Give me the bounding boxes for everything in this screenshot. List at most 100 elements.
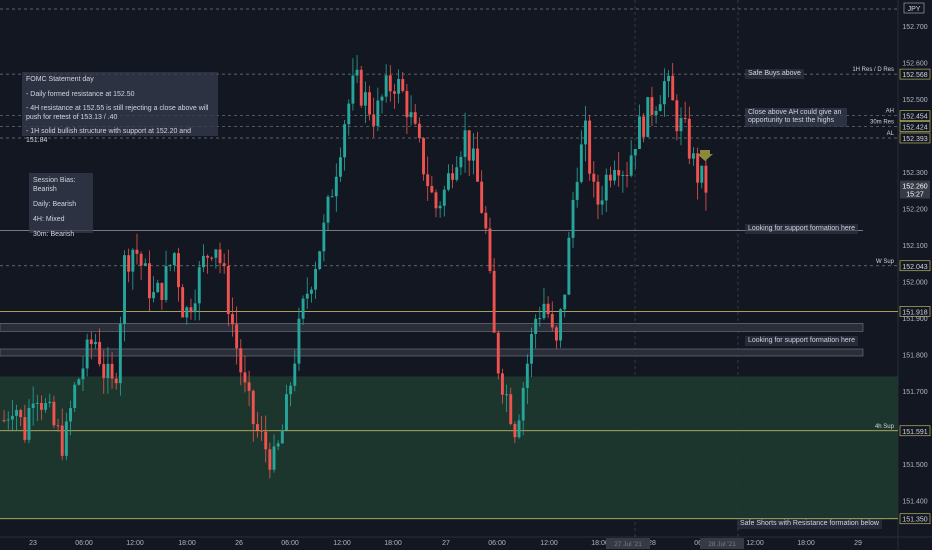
x-tick-9: 06:00 [488, 540, 506, 547]
price-label-7: 151.350 [902, 517, 927, 524]
candle-body-34 [143, 263, 147, 266]
candle-body-52 [218, 249, 222, 264]
candle-body-66 [276, 443, 280, 447]
candle-body-77 [322, 222, 326, 252]
y-tick-5: 152.100 [902, 243, 927, 250]
price-label-box-3 [899, 132, 931, 144]
candle-body-102 [426, 174, 430, 187]
candle-body-0 [2, 420, 6, 422]
candle-body-20 [85, 339, 89, 369]
safe-buys-label: Safe Buys above [745, 69, 804, 79]
price-label-box-6 [899, 425, 931, 437]
candle-body-112 [467, 130, 471, 161]
candle-body-42 [177, 253, 180, 288]
fomc-line-1: - Daily formed resistance at 152.50 [26, 91, 135, 98]
candle-body-80 [334, 176, 338, 197]
level-side-label-3: AL [887, 131, 895, 137]
price-label-1: 152.454 [902, 114, 927, 121]
price-label-5: 151.918 [902, 309, 927, 316]
candle-body-155 [646, 97, 650, 137]
candle-body-70 [293, 363, 297, 386]
candle-body-131 [546, 303, 550, 315]
x-tick-8: 27 [442, 540, 450, 547]
candle-body-116 [484, 212, 488, 229]
candle-body-28 [118, 323, 122, 384]
candle-body-6 [27, 407, 31, 440]
candle-body-10 [44, 403, 48, 410]
candle-body-101 [422, 138, 425, 175]
cursor-date-1: 28 Jul '21 [708, 541, 736, 548]
candle-body-150 [625, 175, 629, 177]
fomc-line-2: - 4H resistance at 152.55 is still rejec… [26, 105, 211, 121]
candle-body-148 [617, 170, 621, 176]
x-tick-12: 28 [648, 540, 656, 547]
candle-body-110 [459, 156, 463, 168]
candle-body-14 [60, 425, 64, 456]
candle-body-114 [476, 148, 479, 182]
candle-body-140 [584, 120, 587, 145]
candle-body-119 [496, 332, 500, 374]
candle-body-24 [102, 364, 106, 379]
candle-body-125 [521, 387, 525, 421]
candle-body-88 [368, 92, 371, 115]
candle-body-94 [392, 91, 396, 94]
candle-body-85 [355, 69, 359, 76]
y-tick-1: 152.600 [902, 60, 927, 67]
candle-body-48 [201, 255, 205, 268]
candle-body-109 [455, 167, 459, 180]
candle-body-153 [638, 116, 641, 149]
candle-body-67 [280, 430, 284, 444]
candle-body-5 [23, 417, 27, 440]
x-tick-0: 23 [29, 540, 37, 547]
candle-body-37 [156, 282, 160, 293]
candle-body-130 [542, 303, 546, 319]
candle-body-104 [434, 192, 438, 209]
y-tick-11: 151.400 [902, 498, 927, 505]
candle-body-126 [525, 363, 529, 388]
candle-body-118 [492, 270, 496, 333]
candle-body-78 [326, 196, 330, 223]
candle-body-139 [579, 144, 583, 182]
candle-body-21 [89, 339, 93, 345]
candle-body-2 [10, 415, 14, 420]
candle-body-136 [567, 237, 571, 295]
x-tick-6: 12:00 [333, 540, 351, 547]
candle-body-51 [214, 249, 218, 258]
candle-body-154 [642, 116, 646, 137]
price-label-box-1 [899, 110, 931, 122]
candle-body-50 [210, 257, 214, 259]
candle-body-19 [81, 368, 85, 380]
candle-body-86 [359, 69, 363, 106]
candle-body-89 [372, 114, 376, 126]
candle-body-93 [388, 75, 392, 92]
candle-body-87 [363, 92, 367, 106]
x-tick-2: 12:00 [126, 540, 144, 547]
price-label-0: 152.568 [902, 72, 927, 79]
candle-body-9 [39, 403, 43, 410]
candle-body-26 [110, 363, 114, 379]
candle-body-106 [442, 189, 446, 206]
candle-body-15 [64, 421, 68, 456]
candle-body-1 [6, 419, 10, 421]
fomc-title: FOMC Statement day [26, 76, 94, 83]
candle-body-61 [255, 424, 259, 431]
candle-body-3 [15, 410, 18, 416]
x-tick-15: 18:00 [797, 540, 815, 547]
candle-body-103 [430, 186, 434, 193]
cursor-date-0: 27 Jul '21 [614, 541, 642, 548]
y-tick-7: 151.900 [902, 316, 927, 323]
support-label-2: Looking for support formation here [745, 336, 859, 346]
support-label-1: Looking for support formation here [745, 224, 859, 234]
candle-body-137 [571, 199, 575, 238]
safe-shorts-label: Safe Shorts with Resistance formation be… [737, 519, 882, 529]
fomc-note: FOMC Statement day - Daily formed resist… [22, 72, 218, 144]
candle-body-156 [650, 97, 654, 115]
candle-body-76 [318, 251, 322, 270]
candle-body-12 [52, 401, 56, 426]
candle-body-43 [181, 287, 185, 318]
price-label-box-5 [899, 306, 931, 317]
candle-body-146 [608, 174, 612, 181]
candle-body-71 [297, 318, 301, 364]
candle-body-60 [251, 390, 255, 425]
